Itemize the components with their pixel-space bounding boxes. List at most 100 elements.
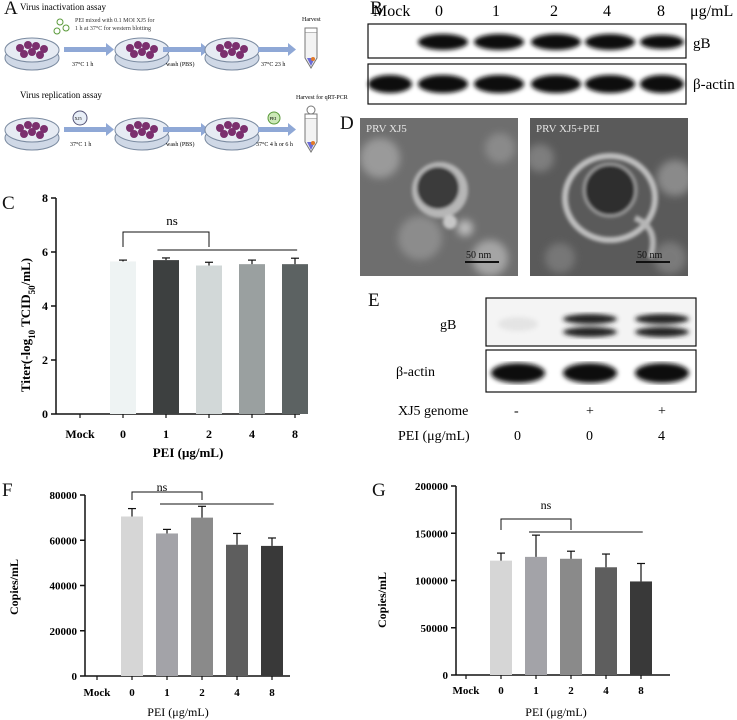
panel-e-western-blot: gB β-actin XJ5 genome - + + PEI (μg/mL) … xyxy=(396,297,697,444)
blot-b-gb-band xyxy=(531,34,581,50)
arrow-right-icon xyxy=(64,43,114,56)
pei-badge-icon: PEI xyxy=(267,111,281,125)
panel-a-schematic: Virus inactivation assay PEI mixed with … xyxy=(4,2,348,153)
inactivation-step-1: 37°C 1 h xyxy=(72,61,93,68)
chart-c-bar xyxy=(196,265,222,414)
chart-g-bar xyxy=(630,581,652,675)
chart-c-bar xyxy=(282,264,308,414)
chart-c-bracket xyxy=(122,231,210,247)
chart-f-xlabel: PEI (μg/mL) xyxy=(147,705,208,719)
chart-c-ytick-label: 0 xyxy=(42,407,48,421)
blot-b-unit: μg/mL xyxy=(690,3,733,20)
pei-badge-label: PEI xyxy=(270,116,277,121)
dish-1-icon xyxy=(4,37,60,71)
blot-b-actin-band xyxy=(585,75,635,93)
chart-f: Copies/mL PEI (μg/mL) ns 0 20000 40000 6000… xyxy=(7,480,290,719)
chart-c-bar xyxy=(110,261,136,414)
dish-4-icon xyxy=(4,117,60,151)
blot-e-gb-band xyxy=(563,327,617,337)
chart-g-xtick-label: 0 xyxy=(498,685,504,697)
blot-b-gb-band xyxy=(474,34,524,50)
blot-b-actin-frame xyxy=(367,63,687,105)
blot-b-actin-band xyxy=(474,75,524,93)
inactivation-harvest: Harvest xyxy=(302,17,321,23)
em-left-label: PRV XJ5 xyxy=(366,123,407,135)
inactivation-title: Virus inactivation assay xyxy=(20,2,106,12)
blot-e-pei-value: 0 xyxy=(586,429,593,444)
inactivation-step-3: 37°C 23 h xyxy=(261,61,285,68)
replication-step-1: 37°C 1 h xyxy=(70,141,91,148)
em-image-right xyxy=(530,118,688,276)
chart-c-ytick-label: 8 xyxy=(42,191,48,205)
chart-g-xtick-label: 4 xyxy=(603,685,609,697)
chart-c-xtick-label: 8 xyxy=(292,427,298,441)
chart-f-xtick-label: 0 xyxy=(129,687,135,699)
blot-e-genome-label: XJ5 genome xyxy=(398,404,468,419)
inactivation-note-2: 1 h at 37°C for western blotting xyxy=(75,25,151,32)
em-left-scalebar xyxy=(465,261,499,263)
dish-3-icon xyxy=(204,37,260,71)
blot-b-gb-band xyxy=(640,35,684,49)
panel-b-western-blot: Mock 0 1 2 4 8 μg/mL gB β-actin xyxy=(367,3,735,105)
replication-harvest: Harvest for qRT-PCR xyxy=(296,94,348,101)
blot-b-row-gb: gB xyxy=(693,36,711,52)
replication-step-2: wash (PBS) xyxy=(166,141,195,148)
chart-c-xtick-label: 1 xyxy=(163,427,169,441)
panel-b-letter: B xyxy=(370,0,383,19)
blot-b-actin-band xyxy=(531,75,581,93)
chart-g-bracket xyxy=(500,518,572,530)
blot-e-gb-band xyxy=(498,317,538,331)
blot-b-lane-mock: Mock xyxy=(373,3,410,20)
chart-g-bar xyxy=(595,567,617,675)
chart-c-xtick-label: 0 xyxy=(120,427,126,441)
arrow-right-icon xyxy=(163,43,209,56)
dish-2-icon xyxy=(114,37,170,71)
blot-b-actin-band xyxy=(368,75,412,93)
blot-e-actin-band xyxy=(563,363,617,383)
chart-f-xtick-label: 4 xyxy=(234,687,240,699)
chart-f-bar xyxy=(156,533,178,676)
blot-b-actin-band xyxy=(640,75,684,93)
chart-g-xtick-label: Mock xyxy=(453,685,481,697)
chart-f-bracket xyxy=(131,491,203,500)
chart-c-sig: ns xyxy=(166,213,178,228)
arrow-right-icon xyxy=(163,123,209,136)
chart-g-bar xyxy=(490,560,512,675)
chart-c-ytick-label: 6 xyxy=(42,245,48,259)
panel-d-em-images: PRV XJ5 50 nm PRV XJ5+PEI 50 nm xyxy=(360,118,688,276)
tube-icon xyxy=(304,27,318,69)
chart-f-sig: ns xyxy=(157,480,168,494)
virus-badge-icon: XJ5 xyxy=(72,110,88,126)
blot-b-gb-frame xyxy=(367,23,687,59)
blot-b-actin-band xyxy=(418,75,468,93)
blot-e-actin-band xyxy=(491,363,545,383)
arrow-right-icon xyxy=(258,123,296,136)
chart-c-bar xyxy=(239,264,265,414)
chart-f-ytick-label: 60000 xyxy=(50,535,78,547)
em-left-scale-label: 50 nm xyxy=(466,250,492,261)
chart-g-ylabel: Copies/mL xyxy=(375,572,389,628)
chart-f-xtick-label: 2 xyxy=(199,687,205,699)
panel-d-letter: D xyxy=(340,113,354,134)
replication-title: Virus replication assay xyxy=(20,90,102,100)
chart-c-ylabel: Titer(-log10 TCID50/mL) xyxy=(18,258,37,392)
em-right-scalebar xyxy=(636,261,670,263)
chart-f-ytick-label: 40000 xyxy=(50,581,78,593)
chart-f-xtick-label: 8 xyxy=(269,687,275,699)
blot-e-gb-band xyxy=(635,327,689,337)
blot-e-gb-band xyxy=(563,314,617,324)
blot-e-genome-value: - xyxy=(514,404,519,419)
chart-g-xtick-label: 2 xyxy=(568,685,574,697)
blot-e-row-actin: β-actin xyxy=(396,365,435,380)
chart-c-xlabel: PEI (μg/mL) xyxy=(153,445,224,460)
blot-b-lane-2: 2 xyxy=(550,3,558,20)
blot-b-gb-band xyxy=(418,34,468,50)
em-image-left xyxy=(360,118,518,276)
chart-g-sig: ns xyxy=(541,498,552,512)
chart-g-xlabel: PEI (μg/mL) xyxy=(525,705,586,719)
chart-f-xtick-label: Mock xyxy=(84,687,112,699)
chart-c-bar xyxy=(153,260,179,414)
chart-c: Titer(-log10 TCID50/mL) PEI (μg/mL) ns 0… xyxy=(18,191,308,460)
em-right-label: PRV XJ5+PEI xyxy=(536,123,600,135)
chart-f-ylabel: Copies/mL xyxy=(7,559,21,615)
